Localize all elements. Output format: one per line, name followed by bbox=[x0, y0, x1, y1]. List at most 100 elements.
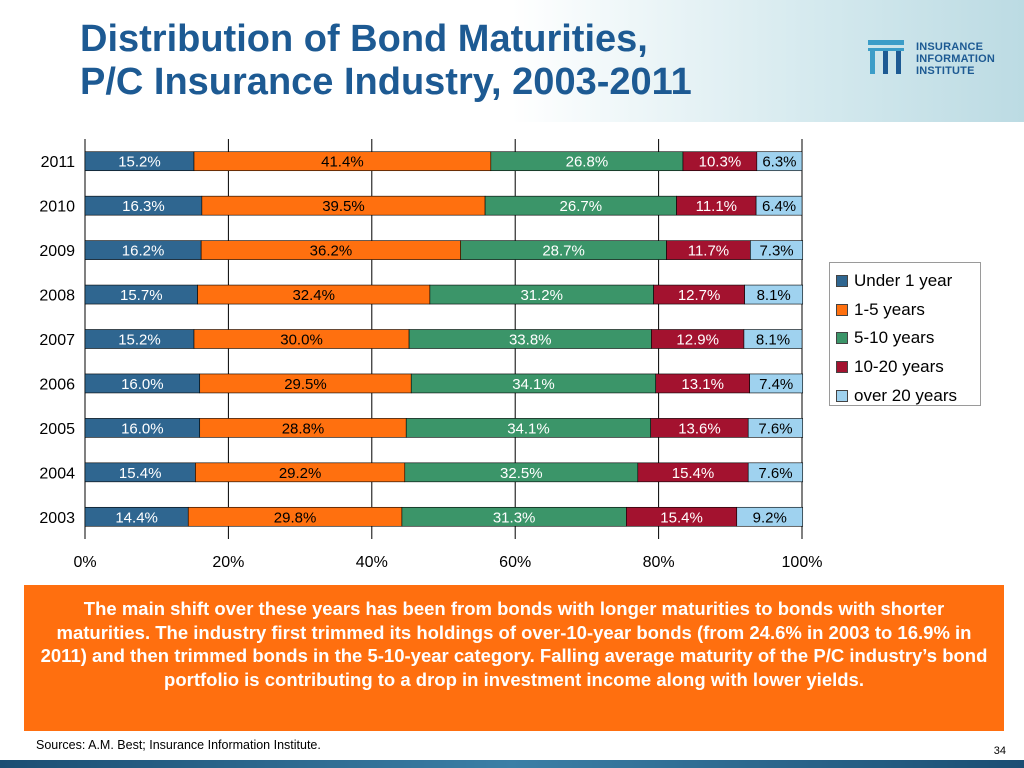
data-label: 6.4% bbox=[762, 198, 796, 215]
bar-segment bbox=[750, 240, 804, 260]
data-label: 29.8% bbox=[274, 509, 317, 526]
footer-band bbox=[0, 760, 1024, 768]
data-label: 30.0% bbox=[280, 332, 323, 349]
data-label: 32.5% bbox=[500, 465, 543, 482]
data-label: 28.7% bbox=[542, 243, 585, 260]
data-label: 41.4% bbox=[321, 154, 364, 171]
x-tick-label: 60% bbox=[499, 554, 531, 571]
legend-label: 1-5 years bbox=[854, 299, 925, 319]
data-label: 26.7% bbox=[560, 198, 603, 215]
page-number: 34 bbox=[993, 745, 1006, 757]
data-label: 15.4% bbox=[660, 509, 703, 526]
data-label: 7.3% bbox=[759, 243, 793, 260]
data-label: 16.3% bbox=[122, 198, 165, 215]
data-label: 26.8% bbox=[566, 154, 609, 171]
category-label: 2004 bbox=[39, 465, 75, 482]
data-label: 28.8% bbox=[282, 420, 325, 437]
data-label: 13.6% bbox=[678, 420, 721, 437]
x-tick-label: 0% bbox=[73, 554, 96, 571]
x-tick-label: 100% bbox=[782, 554, 823, 571]
legend-swatch bbox=[836, 361, 848, 374]
data-label: 11.1% bbox=[696, 198, 737, 215]
data-label: 9.2% bbox=[753, 509, 787, 526]
data-label: 16.0% bbox=[121, 376, 164, 393]
data-label: 16.2% bbox=[122, 243, 165, 260]
legend-swatch bbox=[836, 303, 848, 316]
legend-label: over 20 years bbox=[854, 385, 957, 405]
data-label: 15.4% bbox=[119, 465, 162, 482]
legend-item: over 20 years bbox=[836, 381, 980, 410]
data-label: 33.8% bbox=[509, 332, 552, 349]
legend-label: 10-20 years bbox=[854, 357, 944, 377]
data-label: 7.6% bbox=[758, 465, 792, 482]
data-label: 7.6% bbox=[758, 420, 792, 437]
bar-segment bbox=[755, 195, 803, 216]
data-label: 32.4% bbox=[292, 287, 335, 304]
data-label: 34.1% bbox=[507, 420, 550, 437]
x-tick-label: 80% bbox=[643, 554, 675, 571]
bar-segment bbox=[744, 284, 804, 305]
category-label: 2007 bbox=[39, 332, 75, 349]
chart-legend: Under 1 year 1-5 years 5-10 years 10-20 yea… bbox=[829, 262, 981, 406]
category-label: 2010 bbox=[39, 199, 75, 216]
data-label: 16.0% bbox=[121, 420, 164, 437]
data-label: 15.2% bbox=[118, 154, 161, 171]
data-label: 29.2% bbox=[279, 465, 322, 482]
bar-segment bbox=[749, 373, 804, 394]
legend-item: Under 1 year bbox=[836, 267, 980, 296]
iii-logo-icon bbox=[868, 40, 904, 74]
logo-line-1: INSURANCE bbox=[916, 41, 984, 53]
data-label: 29.5% bbox=[284, 376, 327, 393]
stacked-bar-chart: 2011 15.2% 41.4% 26.8% 10.3% 6.3% 2010 16.3% 39.… bbox=[39, 139, 823, 571]
data-label: 15.2% bbox=[118, 332, 161, 349]
legend-label: Under 1 year bbox=[854, 271, 953, 291]
category-label: 2006 bbox=[39, 376, 75, 393]
iii-logo: INSURANCE INFORMATION INSTITUTE bbox=[866, 38, 1016, 78]
bar-segment bbox=[747, 462, 804, 483]
legend-item: 5-10 years bbox=[836, 324, 980, 353]
category-label: 2005 bbox=[39, 421, 75, 438]
logo-line-3: INSTITUTE bbox=[916, 65, 975, 77]
data-label: 13.1% bbox=[681, 376, 724, 393]
data-label: 8.1% bbox=[757, 287, 791, 304]
data-label: 39.5% bbox=[322, 198, 365, 215]
category-label: 2011 bbox=[41, 154, 76, 171]
title-line-2: P/C Insurance Industry, 2003-2011 bbox=[80, 61, 692, 103]
data-label: 12.9% bbox=[676, 332, 719, 349]
legend-item: 10-20 years bbox=[836, 353, 980, 382]
data-label: 7.4% bbox=[759, 376, 793, 393]
legend-swatch bbox=[836, 332, 848, 345]
x-tick-label: 40% bbox=[356, 554, 388, 571]
data-label: 10.3% bbox=[699, 154, 742, 171]
bar-segment bbox=[743, 329, 803, 349]
legend-label: 5-10 years bbox=[854, 328, 935, 348]
data-label: 36.2% bbox=[310, 243, 353, 260]
source-text: Sources: A.M. Best; Insurance Informatio… bbox=[36, 738, 321, 752]
data-label: 12.7% bbox=[678, 287, 721, 304]
legend-swatch bbox=[836, 389, 848, 402]
bar-segment bbox=[736, 506, 804, 527]
data-label: 34.1% bbox=[512, 376, 555, 393]
category-label: 2009 bbox=[39, 243, 75, 260]
data-label: 31.2% bbox=[520, 287, 563, 304]
x-tick-label: 20% bbox=[212, 554, 244, 571]
legend-item: 1-5 years bbox=[836, 296, 980, 325]
data-label: 14.4% bbox=[115, 509, 158, 526]
data-label: 8.1% bbox=[756, 332, 790, 349]
data-label: 31.3% bbox=[493, 509, 536, 526]
data-label: 15.4% bbox=[672, 465, 715, 482]
legend-swatch bbox=[836, 275, 848, 288]
bar-segment bbox=[756, 151, 803, 172]
iii-logo-wordmark: INSURANCE INFORMATION INSTITUTE bbox=[916, 41, 995, 77]
header-band bbox=[0, 0, 1024, 122]
data-label: 6.3% bbox=[762, 154, 796, 171]
logo-line-2: INFORMATION bbox=[916, 53, 995, 65]
data-label: 11.7% bbox=[688, 243, 729, 260]
title-line-1: Distribution of Bond Maturities, bbox=[80, 18, 648, 60]
summary-note: The main shift over these years has been… bbox=[24, 585, 1004, 731]
slide-title: Distribution of Bond Maturities, P/C Ins… bbox=[80, 18, 692, 104]
category-label: 2003 bbox=[39, 510, 75, 527]
category-label: 2008 bbox=[39, 288, 75, 305]
data-label: 15.7% bbox=[120, 287, 163, 304]
bar-segment bbox=[747, 418, 804, 438]
